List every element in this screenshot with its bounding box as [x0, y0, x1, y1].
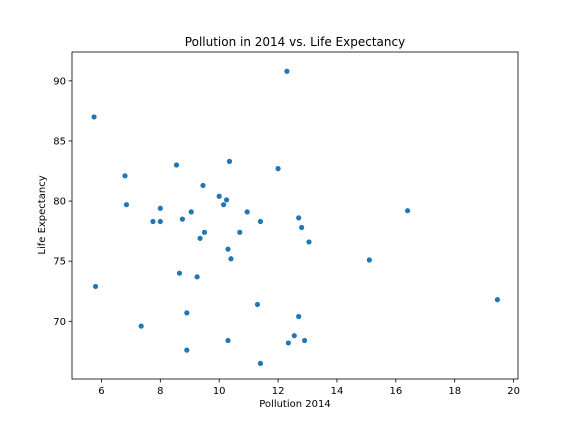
scatter-point: [179, 216, 185, 222]
scatter-point: [299, 224, 305, 231]
scatter-point: [194, 274, 200, 280]
x-tick-label: 12: [272, 386, 285, 397]
x-tick-label: 8: [157, 386, 163, 397]
x-tick-label: 20: [507, 386, 520, 397]
plot-frame: [71, 51, 519, 380]
scatter-point: [184, 310, 190, 316]
scatter-point: [188, 209, 194, 215]
scatter-point: [254, 301, 261, 308]
scatter-point: [284, 68, 290, 74]
scatter-point: [197, 235, 203, 241]
y-tick-label: 85: [53, 136, 66, 147]
scatter-point: [184, 347, 190, 353]
scatter-point: [223, 197, 230, 203]
x-tick-label: 14: [331, 386, 344, 397]
scatter-point: [285, 340, 291, 346]
scatter-point: [244, 209, 250, 215]
x-tick-label: 18: [448, 386, 461, 397]
scatter-point: [237, 229, 243, 235]
scatter-point: [201, 229, 208, 235]
scatter-point: [216, 193, 222, 199]
scatter-point: [123, 202, 130, 208]
scatter-point: [296, 313, 302, 320]
y-tick-label: 80: [53, 197, 66, 208]
scatter-point: [200, 182, 206, 189]
x-tick-label: 10: [213, 386, 226, 397]
x-tick-label: 6: [98, 386, 104, 397]
scatter-point: [221, 202, 227, 208]
scatter-point: [173, 162, 180, 168]
y-tick-label: 70: [53, 317, 66, 328]
x-tick-label: 16: [389, 386, 402, 397]
scatter-point: [225, 246, 231, 252]
x-axis-label: Pollution 2014: [259, 399, 330, 410]
x-axis-ticks: 6 8 10 12 14 16 18 20: [98, 379, 520, 397]
scatter-point: [275, 166, 281, 172]
chart-title: Pollution in 2014 vs. Life Expectancy: [185, 35, 405, 49]
scatter-point: [301, 337, 308, 344]
y-axis-ticks: 70 75 80 85 90: [53, 76, 72, 328]
scatter-point: [92, 283, 99, 290]
scatter-point: [150, 218, 156, 225]
scatter-point: [226, 158, 233, 165]
y-axis-label: Life Expectancy: [37, 175, 48, 254]
scatter-point: [157, 218, 163, 225]
data-points: [91, 68, 500, 366]
scatter-point: [405, 208, 411, 214]
scatter-point: [91, 114, 97, 120]
scatter-point: [291, 333, 297, 339]
scatter-point: [366, 257, 372, 263]
scatter-point: [494, 297, 500, 303]
scatter-point: [225, 337, 231, 344]
scatter-point: [228, 256, 234, 262]
scatter-point: [138, 323, 144, 329]
y-tick-label: 75: [53, 257, 66, 268]
scatter-point: [257, 360, 264, 366]
scatter-point: [157, 205, 163, 211]
plot-background: [72, 52, 518, 379]
scatter-point: [257, 218, 264, 225]
scatter-point: [122, 173, 128, 179]
scatter-point: [176, 270, 183, 276]
y-tick-label: 90: [53, 76, 66, 87]
scatter-point: [306, 239, 312, 245]
scatter-point: [296, 215, 302, 221]
